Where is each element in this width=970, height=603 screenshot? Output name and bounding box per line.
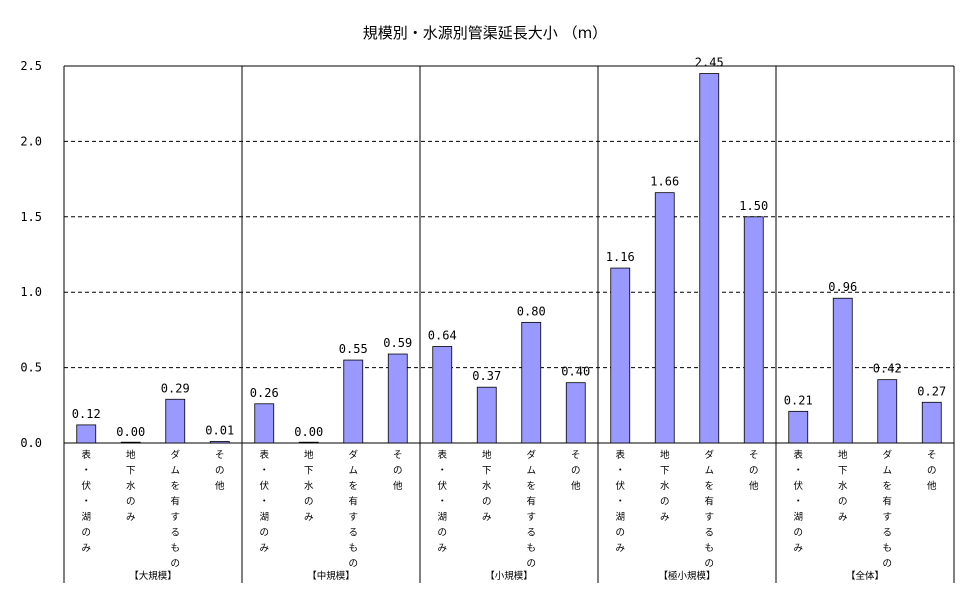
value-label: 0.96 [828, 280, 857, 294]
bar [120, 441, 141, 444]
category-label: その他 [927, 450, 937, 492]
y-tick-label: 2.0 [20, 134, 42, 148]
category-label: ダムを有するもの [882, 449, 892, 570]
bar [610, 267, 631, 444]
group-label: 【小規模】 [485, 570, 533, 582]
category-label: その他 [571, 450, 581, 492]
y-tick-label: 1.5 [20, 210, 42, 224]
value-label: 0.01 [205, 423, 234, 437]
value-label: 0.80 [517, 304, 546, 318]
bar [699, 73, 720, 444]
category-label: 地下水のみ [660, 449, 670, 523]
chart-title: 規模別・水源別管渠延長大小 （m） [363, 24, 607, 42]
category-label: 表・伏・湖のみ [437, 449, 447, 554]
y-tick-label: 1.0 [20, 285, 42, 299]
value-label: 0.00 [294, 425, 323, 439]
category-label: ダムを有するもの [170, 449, 180, 570]
value-label: 1.66 [650, 175, 679, 189]
category-label: 表・伏・湖のみ [259, 449, 269, 554]
group-label: 【中規模】 [307, 570, 355, 582]
category-label: 地下水のみ [126, 449, 136, 523]
value-label: 0.59 [383, 336, 412, 350]
bar [76, 424, 97, 444]
value-label: 1.16 [606, 250, 635, 264]
category-label: 表・伏・湖のみ [793, 449, 803, 554]
grid-lines [64, 65, 954, 369]
category-label: その他 [215, 450, 225, 492]
bar [832, 297, 853, 444]
bar [298, 441, 319, 444]
bar [476, 386, 497, 444]
category-label: 地下水のみ [838, 449, 848, 523]
y-tick-label: 2.5 [20, 59, 42, 73]
category-label: その他 [393, 450, 403, 492]
category-label: その他 [749, 450, 759, 492]
y-tick-label: 0.0 [20, 436, 42, 450]
bar [654, 192, 675, 444]
bar [387, 353, 408, 444]
bar [432, 346, 453, 444]
value-label: 0.37 [472, 369, 501, 383]
value-label: 0.12 [72, 407, 101, 421]
group-label: 【極小規模】 [658, 570, 715, 582]
category-labels: 【大規模】 表・伏・湖のみ 地下水のみ ダムを有するもの その他【中規模】 表・伏・湖のみ… [81, 449, 937, 582]
value-label: 1.50 [739, 199, 768, 213]
bar [165, 398, 186, 444]
value-label: 0.42 [873, 362, 902, 376]
bar [788, 410, 809, 444]
group-label: 【全体】 [846, 570, 884, 582]
bar [209, 441, 230, 444]
category-label: 地下水のみ [304, 449, 314, 523]
category-label: 地下水のみ [482, 449, 492, 523]
group-label: 【大規模】 [129, 570, 177, 582]
category-label: ダムを有するもの [348, 449, 358, 570]
bar [343, 359, 364, 444]
y-tick-label: 0.5 [20, 361, 42, 375]
bar [521, 321, 542, 444]
bar [921, 401, 942, 444]
value-label: 0.00 [116, 425, 145, 439]
value-label: 0.29 [161, 381, 190, 395]
value-label: 0.55 [339, 342, 368, 356]
value-label: 2.45 [695, 56, 724, 70]
category-label: ダムを有するもの [704, 449, 714, 570]
category-label: ダムを有するもの [526, 449, 536, 570]
category-label: 表・伏・湖のみ [615, 449, 625, 554]
value-label: 0.21 [784, 393, 813, 407]
value-label: 0.64 [428, 328, 457, 342]
bars [76, 73, 942, 444]
value-label: 0.40 [561, 365, 590, 379]
bar [877, 379, 898, 444]
value-label: 0.27 [917, 384, 946, 398]
category-label: 表・伏・湖のみ [81, 449, 91, 554]
bar [565, 382, 586, 444]
value-labels: 0.12 0.00 0.29 0.01 0.26 0.00 0.55 0.59 0.64 0.37… [72, 56, 946, 439]
bar [743, 216, 764, 444]
bar [254, 403, 275, 444]
value-label: 0.26 [250, 386, 279, 400]
axes: 0.0 0.5 1.0 1.5 2.0 2.5 [20, 59, 955, 583]
